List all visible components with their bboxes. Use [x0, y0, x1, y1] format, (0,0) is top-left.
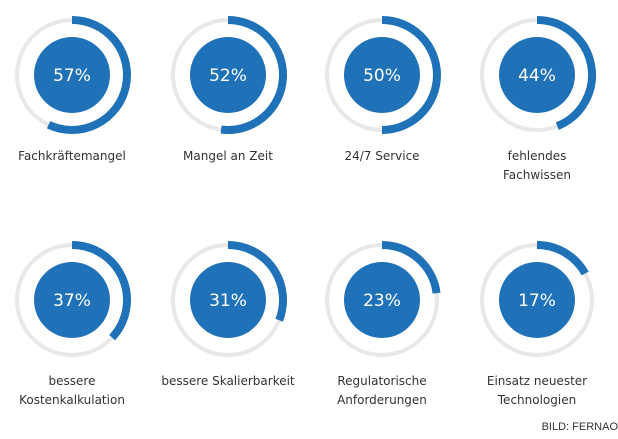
- ring-center: [499, 37, 575, 113]
- value-label: 50%: [363, 66, 401, 86]
- ring-center: [34, 262, 110, 338]
- value-label: 37%: [53, 291, 91, 311]
- value-label: 57%: [53, 66, 91, 86]
- ring-center: [34, 37, 110, 113]
- value-label: 17%: [518, 291, 556, 311]
- ring-center: [499, 262, 575, 338]
- ring-center: [344, 262, 420, 338]
- ring-center: [190, 262, 266, 338]
- ring-arc: [536, 16, 596, 130]
- ring-arc: [220, 16, 287, 134]
- category-label: bessere Kostenkalkulation: [19, 374, 125, 407]
- ring-arc: [71, 241, 131, 341]
- category-label: fehlendes Fachwissen: [503, 149, 571, 182]
- ring-arc: [536, 241, 589, 276]
- ring-arc: [381, 241, 441, 294]
- ring-arc: [46, 16, 131, 134]
- category-label: 24/7 Service: [344, 149, 420, 163]
- category-label: Mangel an Zeit: [183, 149, 273, 163]
- ring-center: [190, 37, 266, 113]
- value-label: 52%: [209, 66, 247, 86]
- ring-center: [344, 37, 420, 113]
- category-label: Einsatz neuester Technologien: [486, 374, 588, 407]
- ring-arc: [227, 241, 287, 322]
- category-label: Fachkräftemangel: [18, 149, 126, 163]
- value-label: 23%: [363, 291, 401, 311]
- category-label: bessere Skalierbarkeit: [161, 374, 295, 388]
- value-label: 44%: [518, 66, 556, 86]
- category-label: Regulatorische Anforderungen: [337, 374, 427, 407]
- ring-arc: [381, 16, 441, 134]
- credit: BILD: FERNAO: [541, 421, 618, 433]
- value-label: 31%: [209, 291, 247, 311]
